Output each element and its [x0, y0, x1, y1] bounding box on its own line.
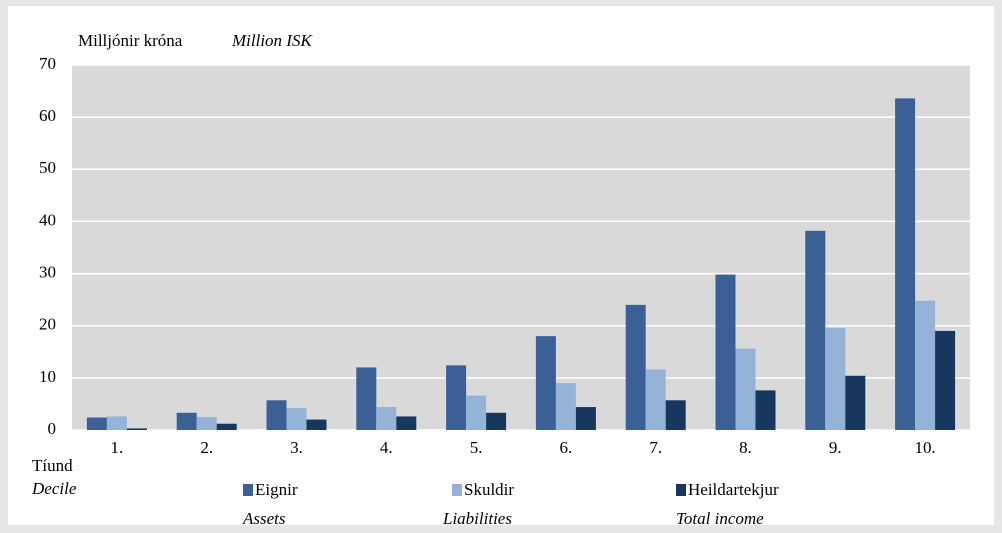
bar [535, 336, 556, 430]
bar [126, 428, 147, 430]
y-tick-label: 0 [48, 419, 57, 438]
legend-swatch [243, 484, 253, 496]
bar [286, 408, 307, 430]
y-tick-label: 60 [39, 106, 56, 125]
bar [575, 407, 596, 430]
bar [715, 274, 736, 430]
legend-label: Heildartekjur [688, 480, 779, 499]
x-tick-label: 7. [649, 438, 662, 457]
bar [446, 365, 467, 430]
legend-label-en: Assets [242, 509, 286, 528]
bar [555, 383, 576, 430]
y-tick-label: 40 [39, 210, 56, 229]
x-tick-label: 5. [470, 438, 483, 457]
legend-label-en: Liabilities [442, 509, 512, 528]
bar [396, 416, 417, 430]
bar [665, 400, 686, 430]
bar [376, 407, 397, 430]
x-tick-label: 3. [290, 438, 303, 457]
bar [466, 395, 487, 430]
bar [735, 348, 756, 430]
bar [625, 304, 646, 430]
legend-label-en: Total income [676, 509, 764, 528]
x-axis-label: Tíund [32, 456, 73, 475]
bar [805, 230, 826, 430]
legend-swatch [676, 484, 686, 496]
bar [176, 412, 197, 430]
legend-swatch [452, 484, 462, 496]
bar [845, 375, 866, 430]
bar [306, 419, 327, 430]
y-tick-label: 70 [39, 54, 56, 73]
y-tick-label: 50 [39, 158, 56, 177]
legend-label: Skuldir [464, 480, 514, 499]
bar [266, 400, 287, 430]
x-tick-label: 6. [560, 438, 573, 457]
bar [106, 416, 127, 430]
bar [486, 412, 507, 430]
y-tick-label: 20 [39, 315, 56, 334]
x-tick-label: 1. [111, 438, 124, 457]
x-tick-label: 10. [914, 438, 935, 457]
x-tick-label: 4. [380, 438, 393, 457]
x-tick-label: 8. [739, 438, 752, 457]
bar [895, 98, 916, 430]
y-axis-label-en: Million ISK [231, 31, 313, 50]
bar [216, 423, 237, 430]
bar [86, 417, 107, 430]
legend-label: Eignir [255, 480, 298, 499]
bar [825, 327, 846, 430]
y-tick-label: 10 [39, 367, 56, 386]
bar [915, 300, 936, 430]
bar [356, 367, 377, 430]
y-axis-label: Milljónir króna [78, 31, 183, 50]
bar [645, 369, 666, 430]
bar [935, 330, 956, 430]
bar [196, 416, 217, 430]
y-tick-label: 30 [39, 262, 56, 281]
bar [755, 390, 776, 430]
x-axis-label-en: Decile [31, 479, 77, 498]
x-tick-label: 2. [200, 438, 213, 457]
x-tick-label: 9. [829, 438, 842, 457]
